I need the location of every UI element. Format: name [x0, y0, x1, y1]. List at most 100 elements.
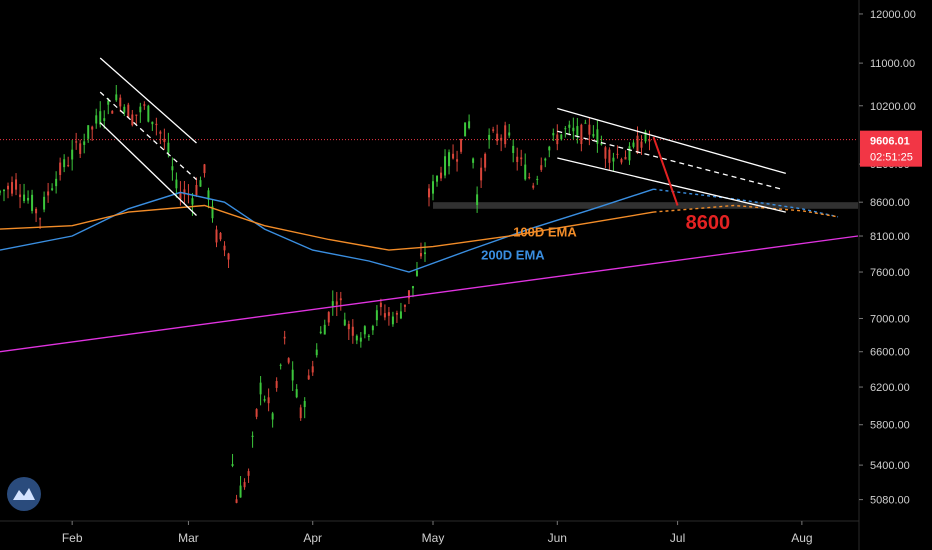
candle-body	[63, 159, 66, 168]
candle-body	[560, 134, 563, 140]
price-tick-label: 5800.00	[870, 420, 910, 432]
candle-body	[347, 324, 350, 330]
price-tick-label: 11000.00	[870, 58, 915, 70]
candle-body	[95, 115, 98, 124]
candle-body	[31, 194, 34, 211]
100d-ema-line	[0, 204, 654, 251]
candle-body	[468, 121, 471, 129]
candle-body	[383, 313, 386, 318]
candle-body	[147, 105, 150, 122]
candle-body	[219, 232, 222, 240]
candle-body	[115, 94, 118, 101]
candle-body	[199, 180, 202, 187]
candle-body	[576, 126, 579, 136]
price-tick-label: 5400.00	[870, 460, 910, 472]
candle-body	[223, 245, 226, 251]
candle-body	[628, 146, 631, 161]
candle-body	[119, 97, 122, 107]
candle-body	[171, 166, 174, 171]
price-tick-label: 7000.00	[870, 313, 910, 325]
candle-body	[604, 147, 607, 159]
candle-body	[167, 142, 170, 153]
candle-body	[295, 389, 298, 398]
candle-body	[99, 111, 102, 125]
candle-body	[367, 335, 370, 337]
candle-body	[411, 286, 414, 289]
candle-body	[3, 189, 6, 192]
candle-body	[415, 270, 418, 276]
candle-body	[279, 364, 282, 366]
candle-body	[307, 375, 310, 380]
candle-body	[620, 159, 623, 163]
candle-body	[287, 358, 290, 363]
june-channel-lower	[557, 157, 786, 213]
candle-body	[79, 143, 82, 154]
candle-body	[592, 134, 595, 137]
candle-body	[516, 156, 519, 163]
candle-body	[339, 298, 342, 301]
candle-body	[640, 141, 643, 148]
candle-body	[556, 134, 559, 145]
candle-body	[83, 141, 86, 145]
candle-body	[183, 189, 186, 195]
price-tick-label: 6600.00	[870, 347, 910, 359]
200d-ema-line	[0, 188, 654, 273]
candle-body	[211, 206, 214, 219]
candle-body	[564, 128, 567, 130]
candle-body	[263, 399, 266, 401]
candle-body	[59, 162, 62, 175]
price-tick-label: 7600.00	[870, 267, 910, 279]
candle-body	[600, 143, 603, 145]
candle-body	[632, 142, 635, 147]
candle-body	[311, 366, 314, 373]
candle-body	[75, 141, 78, 143]
candle-body	[67, 165, 70, 167]
annotations: 100D EMA 200D EMA 8600	[481, 212, 730, 262]
candle-body	[343, 319, 346, 326]
candle-body	[19, 194, 22, 198]
candle-body	[327, 312, 330, 323]
candle-body	[399, 311, 402, 319]
candle-body	[207, 190, 210, 200]
candle-body	[456, 159, 459, 162]
candle-body	[55, 178, 58, 187]
time-tick-label: Apr	[303, 531, 322, 545]
time-tick-label: Feb	[62, 531, 83, 545]
candle-body	[155, 123, 158, 126]
price-tick-label: 6200.00	[870, 382, 910, 394]
price-tick-label: 12000.00	[870, 9, 916, 21]
tradingview-cloud-icon	[13, 488, 35, 500]
candle-body	[512, 145, 515, 153]
candle-body	[379, 302, 382, 308]
candle-body	[403, 304, 406, 307]
candle-body	[648, 139, 651, 142]
time-tick-label: Aug	[791, 531, 812, 545]
time-tick-label: May	[422, 531, 445, 545]
candle-body	[616, 153, 619, 155]
candle-body	[127, 104, 130, 118]
candle-body	[11, 182, 14, 194]
candle-body	[504, 125, 507, 145]
candle-body	[484, 153, 487, 168]
candle-body	[536, 178, 539, 180]
candle-body	[215, 229, 218, 243]
candle-body	[548, 146, 551, 151]
candle-body	[27, 197, 30, 201]
candle-body	[239, 485, 242, 498]
candle-body	[528, 177, 531, 179]
candle-body	[319, 331, 322, 334]
candle-body	[231, 464, 234, 466]
candle-body	[251, 435, 254, 437]
price-tick-label: 8100.00	[870, 231, 910, 243]
candle-body	[351, 326, 354, 336]
candle-body	[584, 122, 587, 124]
candle-body	[363, 326, 366, 335]
june-channel-mid	[557, 130, 782, 190]
candle-body	[259, 382, 262, 395]
candle-body	[123, 106, 126, 113]
tradingview-logo[interactable]	[7, 477, 41, 511]
candle-body	[488, 134, 491, 140]
candle-body	[227, 253, 230, 260]
candle-body	[175, 179, 178, 189]
candle-body	[163, 138, 166, 143]
